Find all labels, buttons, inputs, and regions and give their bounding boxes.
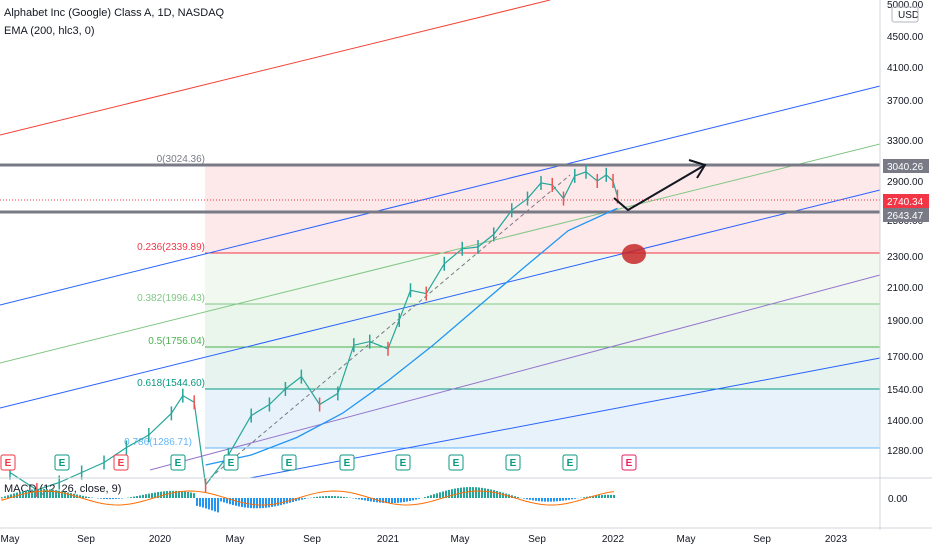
fib-zone-0 (205, 165, 880, 253)
fib-label-2: 0.382(1996.43) (137, 293, 205, 304)
time-tick: May (226, 534, 245, 545)
earnings-marker-label-11: E (626, 458, 633, 469)
time-tick: 2022 (602, 534, 625, 545)
arrow-head (688, 159, 707, 179)
earnings-marker-9 (505, 454, 521, 471)
earnings-marker-2 (113, 454, 129, 471)
earnings-marker-8 (448, 454, 464, 471)
earnings-marker-4 (223, 454, 239, 471)
price-tick: 4500.00 (887, 32, 924, 43)
price-label-2: 2643.47 (887, 211, 924, 222)
earnings-marker-label-9: E (510, 458, 517, 469)
time-tick: Sep (77, 534, 95, 545)
price-tick: 3700.00 (887, 96, 924, 107)
price-label-box-1 (883, 194, 929, 208)
currency-box (891, 6, 919, 23)
earnings-marker-label-7: E (400, 458, 407, 469)
ema-indicator-label: EMA (200, hlc3, 0) (4, 25, 95, 37)
earnings-marker-label-10: E (567, 458, 574, 469)
time-tick: May (677, 534, 696, 545)
dashed-trend-line (209, 174, 571, 479)
earnings-marker-0 (0, 454, 16, 471)
time-tick: May (1, 534, 20, 545)
price-label-0: 3040.26 (887, 162, 924, 173)
earnings-marker-label-6: E (344, 458, 351, 469)
price-tick: 1400.00 (887, 416, 924, 427)
time-tick: 2021 (377, 534, 400, 545)
price-tick: 2900.00 (887, 177, 924, 188)
time-tick: 2020 (149, 534, 172, 545)
highlight-dot (622, 244, 646, 264)
earnings-marker-label-5: E (286, 458, 293, 469)
fib-label-4: 0.618(1544.60) (137, 378, 205, 389)
price-tick: 4100.00 (887, 63, 924, 74)
currency-label: USD (898, 10, 919, 21)
earnings-marker-label-1: E (59, 458, 66, 469)
channel-line-3 (0, 189, 881, 409)
price-label-1: 2740.34 (887, 197, 924, 208)
fib-zone-3 (205, 347, 880, 389)
channel-line-5 (249, 357, 881, 479)
fib-label-3: 0.5(1756.04) (148, 336, 205, 347)
earnings-marker-label-4: E (228, 458, 235, 469)
earnings-marker-10 (562, 454, 578, 471)
price-label-box-0 (883, 159, 929, 173)
price-tick: 5000.00 (887, 0, 924, 11)
fib-zone-2 (205, 304, 880, 347)
earnings-marker-11 (621, 454, 637, 471)
price-tick: 1540.00 (887, 385, 924, 396)
macd-zero-tick: 0.00 (888, 494, 908, 505)
earnings-marker-3 (170, 454, 186, 471)
channel-line-4 (149, 274, 881, 471)
earnings-marker-5 (281, 454, 297, 471)
fib-label-5: 0.786(1286.71) (124, 437, 192, 448)
fib-zone-1 (205, 253, 880, 304)
chart-title: Alphabet Inc (Google) Class A, 1D, NASDA… (4, 7, 225, 19)
earnings-marker-7 (395, 454, 411, 471)
time-tick: Sep (753, 534, 771, 545)
earnings-marker-6 (339, 454, 355, 471)
projection-arrow (613, 164, 706, 212)
channel-line-0 (0, 0, 551, 136)
fib-zone-4 (205, 389, 880, 448)
price-label-box-2 (883, 208, 929, 222)
earnings-marker-label-2: E (118, 458, 125, 469)
earnings-marker-1 (54, 454, 70, 471)
time-tick: May (451, 534, 470, 545)
price-tick: 1700.00 (887, 352, 924, 363)
price-tick: 3300.00 (887, 136, 924, 147)
time-tick: Sep (528, 534, 546, 545)
price-tick: 1900.00 (887, 316, 924, 327)
channel-line-1 (0, 85, 881, 306)
ema-line (205, 207, 618, 466)
earnings-marker-label-0: E (5, 458, 12, 469)
price-tick: 2100.00 (887, 283, 924, 294)
time-tick: Sep (303, 534, 321, 545)
price-tick: 1280.00 (887, 446, 924, 457)
fib-label-0: 0(3024.36) (157, 154, 205, 165)
earnings-marker-label-8: E (453, 458, 460, 469)
price-tick: 2300.00 (887, 252, 924, 263)
time-tick: 2023 (825, 534, 848, 545)
macd-signal-line (1, 490, 615, 506)
fib-label-1: 0.236(2339.89) (137, 242, 205, 253)
channel-line-2 (0, 143, 881, 364)
earnings-marker-label-3: E (175, 458, 182, 469)
